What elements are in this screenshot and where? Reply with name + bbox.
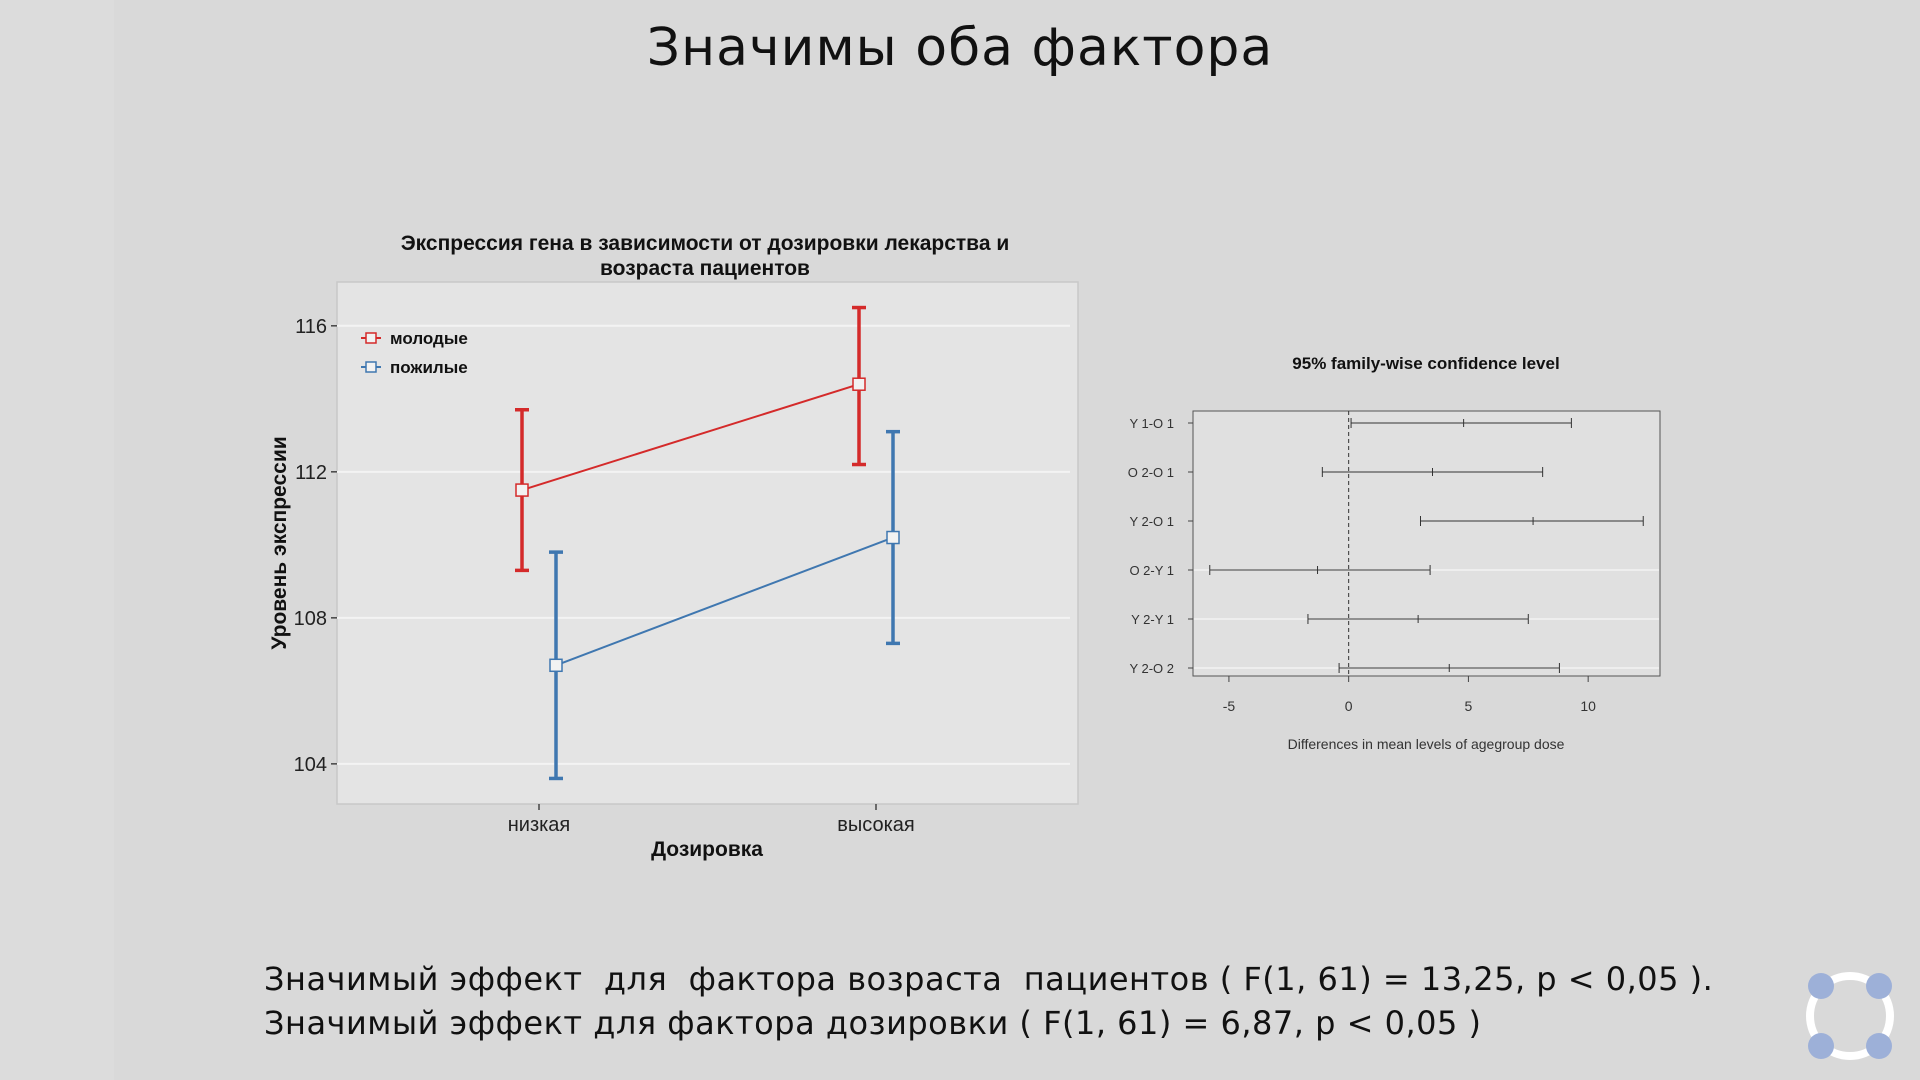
comparison-label: O 2-O 1 <box>1128 465 1174 480</box>
series-line <box>555 536 894 667</box>
y-tick-label: 112 <box>295 462 327 484</box>
series-line <box>521 383 860 492</box>
comparison-label: Y 2-O 2 <box>1129 661 1174 676</box>
data-point <box>852 377 866 391</box>
comparison-label: O 2-Y 1 <box>1129 563 1174 578</box>
y-tick-label: 108 <box>294 608 327 630</box>
legend-marker <box>365 332 377 344</box>
slide-title: Значимы оба фактора <box>646 18 1274 78</box>
logo-icon <box>1802 968 1898 1064</box>
legend-marker <box>365 361 377 373</box>
caption-line-2: Значимый эффект для фактора дозировки ( … <box>264 1004 1482 1042</box>
chart-title-line-1: Экспрессия гена в зависимости от дозиров… <box>401 232 1010 255</box>
caption-line-1: Значимый эффект для фактора возраста пац… <box>264 960 1714 998</box>
plot-area <box>336 281 1079 805</box>
tukey-x-tick-label: 0 <box>1345 698 1353 714</box>
data-point <box>886 530 900 545</box>
tukey-plot-area <box>1192 410 1661 677</box>
y-axis-label: Уровень экспрессии <box>268 436 291 649</box>
comparison-label: Y 2-O 1 <box>1129 514 1174 529</box>
y-tick-label: 104 <box>294 754 327 776</box>
comparison-label: Y 1-O 1 <box>1129 416 1174 431</box>
tukey-title: 95% family-wise confidence level <box>1292 354 1559 373</box>
x-axis-label: Дозировка <box>651 838 763 861</box>
tukey-x-tick-label: 10 <box>1580 698 1596 714</box>
data-point <box>549 658 563 673</box>
x-tick-label: высокая <box>837 814 915 836</box>
x-tick-label: низкая <box>508 814 571 836</box>
chart-title-line-2: возраста пациентов <box>600 257 810 280</box>
legend-label: молодые <box>390 329 468 348</box>
data-point <box>515 483 529 497</box>
tukey-x-tick-label: 5 <box>1465 698 1473 714</box>
tukey-x-tick-label: -5 <box>1223 698 1236 714</box>
legend-label: пожилые <box>390 358 468 377</box>
left-strip <box>0 0 114 1080</box>
comparison-label: Y 2-Y 1 <box>1131 612 1174 627</box>
y-tick-label: 116 <box>295 316 327 338</box>
tukey-x-axis-label: Differences in mean levels of agegroup d… <box>1288 736 1565 752</box>
